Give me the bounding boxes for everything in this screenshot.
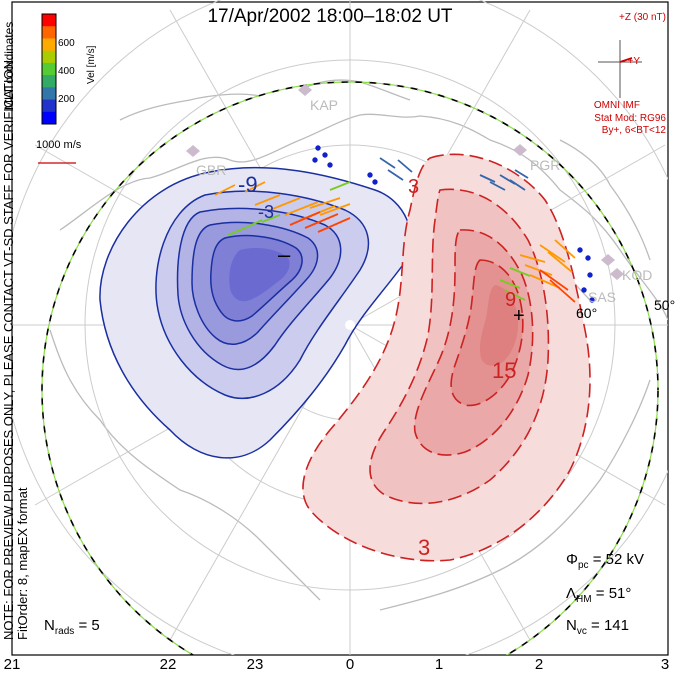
phi-pc-value: = 52 kV: [592, 551, 644, 568]
contour-label-pos3-top: 3: [408, 176, 419, 198]
contour-label-pos9: 9: [505, 289, 516, 311]
color-bar-segment: [42, 87, 56, 101]
n-rads-symbol: N: [44, 617, 55, 634]
lambda-hm-readout: ΛHM = 51°: [566, 585, 631, 605]
velocity-tick-600: 600: [58, 38, 75, 49]
color-bar-segment: [42, 99, 56, 113]
lambda-hm-symbol: Λ: [566, 585, 577, 602]
contour-label-pos15: 15: [492, 358, 516, 383]
mlt-tick-1: 1: [434, 656, 444, 673]
lat-label-60: 60°: [576, 305, 597, 321]
n-vc-readout: Nvc = 141: [566, 617, 629, 637]
station-label-gbr: GBR: [196, 162, 226, 178]
mlt-tick-22: 22: [159, 656, 177, 673]
mlt-tick-21: 21: [3, 656, 21, 673]
map-title: 17/Apr/2002 18:00–18:02 UT: [207, 6, 453, 27]
hm-boundary: [41, 81, 659, 655]
imf-dial: [598, 40, 642, 98]
radar-stations: [186, 84, 624, 280]
mlt-tick-3: 3: [660, 656, 670, 673]
n-vc-value: = 141: [591, 617, 629, 634]
imf-y-label: +Y: [627, 56, 640, 67]
color-bar-segment: [42, 38, 56, 52]
preview-note-line: NOTE: FOR PREVIEW PURPOSES ONLY, PLEASE …: [1, 56, 16, 640]
color-bar-segment: [42, 111, 56, 125]
mlt-tick-23: 23: [246, 656, 264, 673]
contour-label-pos3-bottom: 3: [418, 535, 430, 560]
potential-max-marker: +: [513, 305, 525, 327]
velocity-legend-label: Vel [m/s]: [86, 45, 97, 84]
phi-pc-readout: Φpc = 52 kV: [566, 551, 644, 571]
lambda-hm-sub: HM: [576, 594, 592, 605]
velocity-vectors: [214, 145, 595, 303]
lambda-hm-value: = 51°: [595, 585, 632, 602]
positive-potential-cell: [302, 153, 591, 562]
scale-label: 1000 m/s: [36, 139, 82, 151]
stat-model-label: Stat Mod: RG96: [594, 113, 666, 124]
phi-pc-sub: pc: [577, 560, 589, 571]
n-vc-sub: vc: [576, 626, 587, 637]
contour-label-neg3: -3: [258, 202, 274, 222]
station-label-pgr: PGR: [530, 157, 560, 173]
color-bar-frame: [41, 13, 57, 125]
station-label-kap: KAP: [310, 97, 338, 113]
color-bar-segment: [42, 62, 56, 76]
color-bar-segment: [42, 14, 56, 27]
n-rads-sub: rads: [54, 626, 75, 637]
velocity-tick-400: 400: [58, 66, 75, 77]
coordinates-label: MLT coordinates: [2, 21, 16, 110]
color-bar-segment: [42, 50, 56, 64]
mlt-tick-2: 2: [534, 656, 544, 673]
velocity-color-bar: [41, 13, 57, 125]
color-bar-segment: [42, 26, 56, 39]
contour-label-neg9: -9: [238, 172, 258, 197]
station-label-sas: SAS: [588, 289, 616, 305]
station-label-kod: KOD: [622, 267, 652, 283]
imf-scale-label: +Z (30 nT): [619, 12, 666, 23]
n-vc-symbol: N: [566, 617, 577, 634]
imf-source-label: OMNI IMF: [593, 100, 640, 111]
negative-potential-cell: [99, 166, 412, 459]
color-bar-segment: [42, 75, 56, 88]
phi-pc-symbol: Φ: [566, 551, 578, 568]
imf-condition-label: By+, 6<BT<12: [601, 125, 666, 136]
mlt-tick-0: 0: [345, 656, 355, 673]
potential-min-marker: –: [278, 242, 291, 267]
n-rads-readout: Nrads = 5: [44, 617, 100, 637]
lat-label-50: 50°: [654, 297, 675, 313]
pole-marker: [345, 320, 355, 330]
fit-order-line: FitOrder: 8, mapEX format: [15, 487, 30, 640]
preview-note: NOTE: FOR PREVIEW PURPOSES ONLY, PLEASE …: [1, 40, 30, 640]
n-rads-value: = 5: [78, 617, 100, 634]
velocity-tick-200: 200: [58, 94, 75, 105]
